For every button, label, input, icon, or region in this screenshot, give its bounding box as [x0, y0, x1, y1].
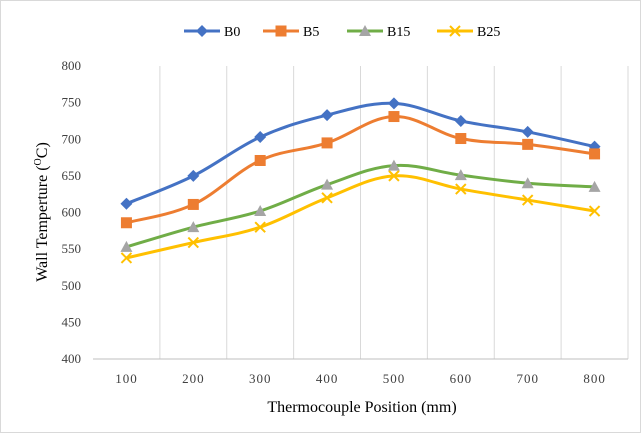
- legend-label-b25: B25: [477, 25, 500, 40]
- x-marker-stroke: [254, 221, 266, 233]
- data-point-b5: [522, 138, 534, 150]
- y-axis-ticks: 400 450 500 550 600 650 700 750 800: [62, 58, 82, 366]
- data-point-b0: [521, 125, 534, 138]
- grid-lines: [159, 66, 629, 359]
- data-point-b25: [455, 183, 467, 195]
- data-point-b15: [588, 180, 601, 192]
- x-marker-stroke: [455, 183, 467, 195]
- x-tick-label: 500: [383, 371, 406, 386]
- x-marker-stroke: [321, 192, 333, 204]
- x-tick-label: 600: [450, 371, 473, 386]
- x-tick-label: 400: [316, 371, 339, 386]
- data-point-b5: [455, 133, 467, 145]
- y-tick-label: 700: [62, 131, 82, 146]
- x-marker-stroke: [449, 25, 461, 37]
- data-point-b5: [254, 154, 266, 166]
- data-point-b25: [521, 194, 534, 206]
- x-marker-stroke: [521, 194, 534, 206]
- data-point-b15: [387, 159, 400, 171]
- series-line-b5: [124, 115, 597, 225]
- legend-marker-b5: [275, 25, 287, 37]
- legend: B0 B5 B15 B25: [184, 25, 500, 40]
- y-tick-label: 600: [62, 205, 82, 220]
- legend-marker-b0: [196, 25, 208, 37]
- data-point-b25: [120, 252, 133, 264]
- data-point-b15: [187, 221, 200, 233]
- y-tick-label: 750: [62, 95, 82, 110]
- series-group: [120, 97, 601, 264]
- x-marker-stroke: [388, 170, 400, 182]
- y-tick-label: 400: [62, 351, 82, 366]
- data-point-b15: [521, 177, 534, 189]
- x-marker-stroke: [588, 205, 601, 217]
- x-axis-ticks: 100 200 300 400 500 600 700 800: [115, 371, 606, 386]
- data-point-b0: [454, 114, 467, 127]
- data-point-b25: [187, 236, 200, 249]
- x-tick-label: 300: [249, 371, 272, 386]
- data-point-b0: [187, 169, 200, 182]
- y-axis-title: Wall Temperture (OC): [33, 142, 51, 282]
- data-point-b25: [321, 192, 333, 204]
- data-point-b15: [120, 240, 133, 252]
- x-tick-label: 700: [516, 371, 539, 386]
- x-axis-title: Thermocouple Position (mm): [267, 399, 456, 416]
- x-tick-label: 800: [583, 371, 606, 386]
- data-point-b5: [388, 111, 400, 123]
- legend-label-b5: B5: [303, 25, 319, 40]
- x-marker-stroke: [120, 252, 133, 264]
- x-tick-label: 100: [115, 371, 138, 386]
- series-line-b25: [124, 174, 597, 260]
- data-point-b15: [254, 205, 267, 217]
- legend-label-b15: B15: [387, 25, 410, 40]
- y-tick-label: 800: [62, 58, 82, 73]
- y-tick-label: 500: [62, 278, 82, 293]
- data-point-b5: [589, 148, 601, 160]
- legend-marker-b15: [359, 25, 371, 36]
- x-marker-stroke: [187, 236, 200, 249]
- data-point-b25: [254, 221, 266, 233]
- x-tick-label: 200: [182, 371, 205, 386]
- data-point-b0: [120, 197, 133, 210]
- data-point-b5: [187, 198, 199, 210]
- series-line-b0: [124, 101, 597, 206]
- data-point-b25: [388, 170, 400, 182]
- data-point-b0: [387, 97, 400, 110]
- data-point-b25: [588, 205, 601, 217]
- data-point-b15: [454, 169, 467, 181]
- data-point-b0: [321, 109, 334, 122]
- y-tick-label: 650: [62, 168, 82, 183]
- series-line-b15: [124, 163, 597, 249]
- data-point-b0: [254, 131, 267, 144]
- data-point-b15: [321, 178, 334, 190]
- y-tick-label: 550: [62, 241, 82, 256]
- data-point-b5: [321, 137, 333, 149]
- legend-marker-b25: [449, 25, 461, 37]
- data-point-b5: [120, 217, 132, 229]
- legend-label-b0: B0: [224, 25, 240, 40]
- y-tick-label: 450: [62, 314, 82, 329]
